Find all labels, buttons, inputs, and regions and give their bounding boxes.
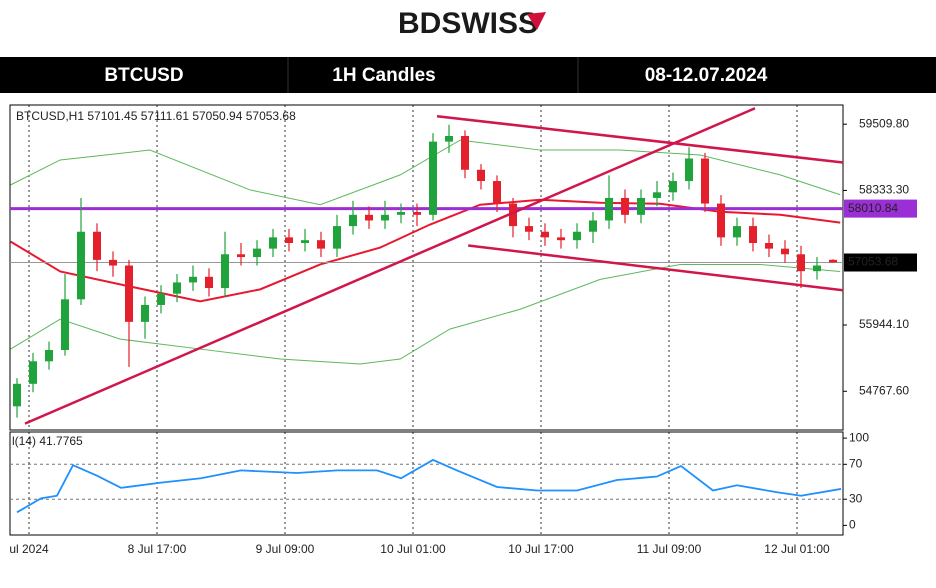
candle-body: [653, 192, 661, 198]
candle-body: [61, 299, 69, 351]
indicator-line: [10, 263, 841, 365]
x-tick-label: 10 Jul 17:00: [508, 542, 574, 556]
logo-mark: [527, 12, 546, 30]
price-plot: [10, 105, 843, 430]
candle-body: [717, 203, 725, 238]
trend-line: [468, 244, 843, 292]
x-tick-label: 12 Jul 01:00: [764, 542, 830, 556]
y-tick-label: 58333.30: [859, 183, 909, 197]
candle-body: [413, 212, 421, 215]
candle-body: [141, 304, 149, 322]
candle-body: [317, 240, 325, 249]
rsi-line: [16, 458, 842, 514]
candle-body: [45, 350, 53, 362]
x-tick-label: 11 Jul 09:00: [637, 542, 702, 556]
candle-body: [205, 276, 213, 289]
rsi-plot: [10, 432, 843, 535]
y-tick-label: 30: [849, 491, 863, 505]
logo: BDSWISS: [398, 7, 538, 40]
candle-body: [221, 254, 229, 289]
candle-body: [557, 237, 565, 241]
x-tick-label: 8 Jul 17:00: [128, 542, 187, 556]
y-tick-label: 55944.10: [859, 317, 909, 331]
candle-body: [445, 135, 453, 142]
candle-body: [589, 220, 597, 232]
y-tick-label: 54767.60: [859, 383, 909, 397]
x-tick-label: 10 Jul 01:00: [380, 542, 446, 556]
candle-body: [189, 276, 197, 283]
candle-body: [77, 231, 85, 300]
rsi-frame: [9, 431, 844, 536]
candle-body: [253, 248, 261, 258]
info-line: BTCUSD,H1 57101.45 57111.61 57050.94 570…: [16, 109, 296, 123]
candle-body: [829, 259, 837, 263]
candle-body: [525, 226, 533, 232]
candle-body: [397, 212, 405, 215]
axes: 59509.80 58333.30 55944.10 54767.60 ul 2024 8…: [9, 116, 917, 556]
candle-body: [285, 237, 293, 243]
candle-body: [493, 181, 501, 204]
candle-body: [621, 197, 629, 215]
timeframe: 1H Candles: [332, 65, 435, 86]
candle-body: [333, 226, 341, 249]
candle-body: [461, 135, 469, 170]
level-label-box: [844, 199, 917, 218]
candle-body: [429, 141, 437, 215]
price-frame: [9, 104, 844, 431]
candle-body: [669, 181, 677, 193]
y-tick-label: 0: [849, 518, 856, 532]
candle-body: [765, 242, 773, 249]
candle-body: [605, 197, 613, 221]
y-tick-label: 70: [849, 456, 863, 470]
candle-body: [29, 361, 37, 384]
candle-body: [349, 214, 357, 227]
candle-body: [269, 237, 277, 249]
x-tick-label: 9 Jul 09:00: [256, 542, 315, 556]
symbol: BTCUSD: [104, 65, 183, 86]
rsi-title: l(14) 41.7765: [12, 434, 83, 448]
candle-body: [93, 231, 101, 260]
candle-body: [381, 214, 389, 221]
date-range: 08-12.07.2024: [645, 65, 768, 86]
candle-body: [781, 248, 789, 255]
candle-body: [173, 282, 181, 294]
candle-body: [109, 259, 117, 266]
candle-body: [685, 158, 693, 182]
candle-body: [749, 226, 757, 243]
candle-body: [541, 231, 549, 238]
candle-body: [797, 254, 805, 272]
trend-line: [24, 107, 756, 425]
candle-body: [573, 231, 581, 241]
candle-body: [813, 265, 821, 272]
candle-body: [637, 197, 645, 215]
y-tick-label: 59509.80: [859, 116, 909, 130]
candle-body: [477, 169, 485, 182]
candle-body: [733, 226, 741, 238]
candle-body: [301, 240, 309, 243]
candle-body: [157, 293, 165, 305]
candle-body: [13, 383, 21, 407]
candle-body: [365, 214, 373, 221]
y-tick-label: 100: [849, 430, 869, 444]
candle-body: [701, 158, 709, 204]
candle-body: [237, 254, 245, 258]
trend-line: [436, 114, 843, 164]
header-bar: [0, 57, 936, 93]
candle-body: [509, 203, 517, 227]
x-tick-label: ul 2024: [9, 542, 49, 556]
level-label: 58010.84: [848, 201, 898, 215]
level-label-box: [844, 253, 917, 272]
level-label: 57053.68: [848, 255, 898, 269]
candle-body: [125, 265, 133, 322]
